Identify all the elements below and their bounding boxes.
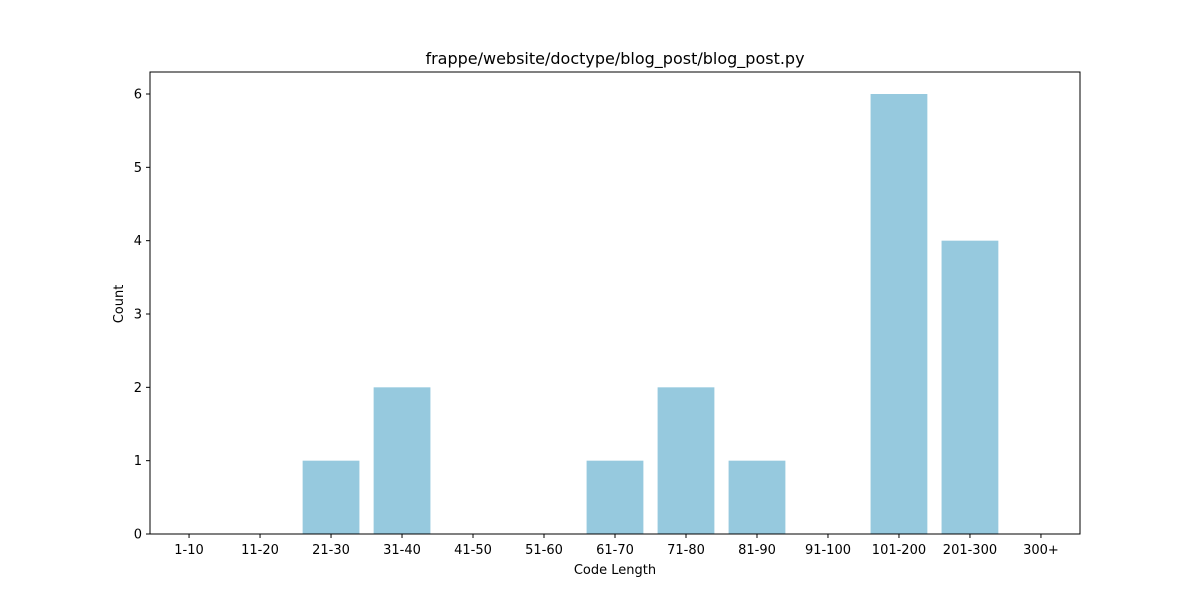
y-tick-label: 3 (134, 308, 142, 323)
x-tick-label: 71-80 (667, 543, 705, 558)
plot-area: 1-10 11-20 21-30 31-40 41-50 51-60 61-70 71-80 8… (134, 71, 1081, 558)
y-tick-label: 5 (134, 161, 142, 176)
bar-61-70 (586, 460, 644, 534)
bar-71-80 (657, 387, 715, 534)
bar-201-300 (941, 240, 999, 535)
x-tick-label: 21-30 (312, 543, 350, 558)
y-tick-label: 2 (134, 381, 142, 396)
x-tick-label: 61-70 (596, 543, 634, 558)
chart-title: frappe/website/doctype/blog_post/blog_po… (425, 49, 804, 69)
x-axis-label: Code Length (574, 563, 656, 578)
y-tick-label: 0 (134, 528, 142, 543)
x-tick-label: 101-200 (872, 543, 926, 558)
bar-31-40 (373, 387, 431, 534)
y-tick-label: 4 (134, 234, 142, 249)
y-axis-label: Count (112, 285, 127, 324)
y-tick-label: 6 (134, 88, 142, 103)
x-tick-label: 201-300 (943, 543, 997, 558)
x-tick-label: 1-10 (174, 543, 204, 558)
bar-21-30 (302, 460, 360, 534)
x-tick-label: 11-20 (241, 543, 279, 558)
y-tick-label: 1 (134, 454, 142, 469)
x-tick-label: 300+ (1023, 543, 1059, 558)
bar-81-90 (728, 460, 786, 534)
x-tick-label: 91-100 (805, 543, 851, 558)
x-tick-label: 51-60 (525, 543, 563, 558)
x-tick-label: 41-50 (454, 543, 492, 558)
bar-101-200 (870, 94, 928, 534)
x-tick-label: 31-40 (383, 543, 421, 558)
x-tick-label: 81-90 (738, 543, 776, 558)
